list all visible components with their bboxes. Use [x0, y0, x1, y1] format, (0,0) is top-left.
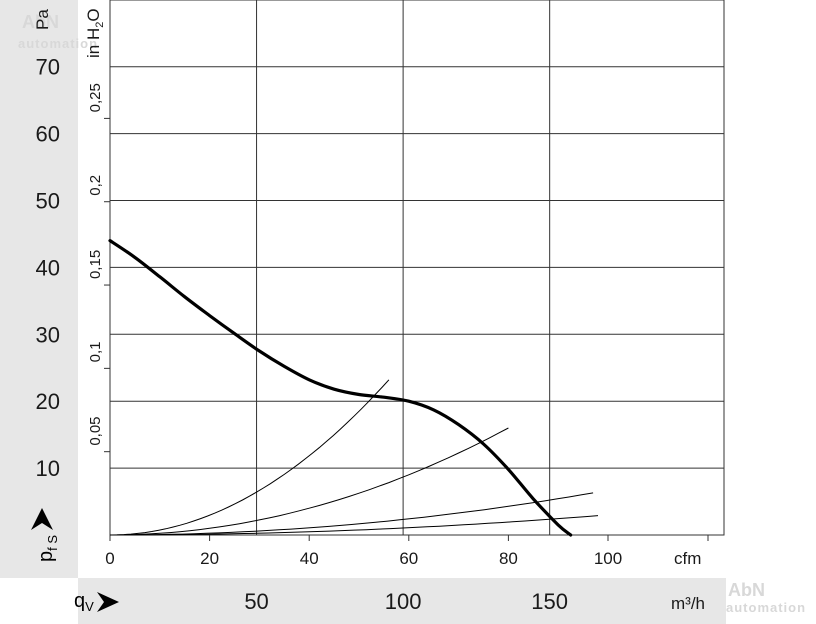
watermark-brand-top: AbN	[22, 12, 59, 32]
x-tick-cfm-100: 100	[594, 549, 622, 568]
x-tick-m3h-50: 50	[244, 589, 268, 614]
plot-frame	[109, 0, 725, 536]
y-tick-pa-50: 50	[36, 189, 60, 214]
inh2o-label-sub: 2	[94, 22, 106, 28]
x-tick-cfm-80: 80	[499, 549, 518, 568]
y-axis-inh2o-label: in H2O	[84, 8, 106, 58]
flow-symbol: qV	[74, 590, 94, 614]
pressure-symbol-main: p	[35, 551, 57, 562]
fan-curve	[108, 239, 573, 537]
pressure-arrow-icon	[31, 508, 53, 530]
y-tick-pa-10: 10	[36, 456, 60, 481]
pressure-symbol-sub: f S	[45, 535, 60, 551]
inh2o-label-main: in H	[84, 28, 103, 58]
x-tick-cfm-0: 0	[105, 549, 114, 568]
y-tick-pa-40: 40	[36, 255, 60, 280]
system-curve-1	[109, 379, 390, 536]
y-axis-pa-label: Pa	[33, 9, 52, 30]
y-tick-inh2o-2: 0,15	[87, 250, 104, 279]
flow-arrow-icon	[97, 592, 119, 612]
y-tick-pa-30: 30	[36, 322, 60, 347]
y-tick-pa-60: 60	[36, 122, 60, 147]
x-tick-cfm-60: 60	[399, 549, 418, 568]
watermark-sub-top: automation	[18, 36, 98, 51]
y-tick-pa-20: 20	[36, 389, 60, 414]
y-tick-inh2o-3: 0,2	[87, 175, 104, 196]
grid-lines	[104, 0, 724, 541]
watermark-sub-bottom: automation	[726, 600, 806, 615]
x-axis-cfm-label: cfm	[674, 549, 701, 568]
x-axis-m3h-label: m³/h	[671, 594, 705, 613]
y-tick-pa-70: 70	[36, 55, 60, 80]
curves	[108, 239, 599, 537]
flow-symbol-main: q	[74, 590, 85, 612]
y-tick-inh2o-1: 0,1	[87, 342, 104, 363]
y-tick-inh2o-0: 0,05	[87, 416, 104, 445]
x-tick-cfm-40: 40	[300, 549, 319, 568]
pressure-symbol: pf S	[35, 535, 60, 562]
flow-symbol-sub: V	[85, 599, 94, 614]
y-tick-inh2o-4: 0,25	[87, 83, 104, 112]
x-tick-cfm-20: 20	[200, 549, 219, 568]
system-curve-2	[109, 427, 509, 536]
system-curve-3	[110, 492, 594, 536]
x-tick-m3h-150: 150	[531, 589, 568, 614]
inh2o-label-tail: O	[84, 8, 103, 21]
watermark-brand-bottom: AbN	[728, 580, 765, 600]
left-axis-band	[0, 0, 78, 578]
x-tick-m3h-100: 100	[385, 589, 422, 614]
tick-labels: 10 20 30 40 50 60 70 50 100 150 0 20 40 60 80 100 0,05 0,…	[36, 55, 623, 614]
system-curve-4	[110, 515, 599, 536]
bottom-axis-band	[78, 578, 726, 624]
